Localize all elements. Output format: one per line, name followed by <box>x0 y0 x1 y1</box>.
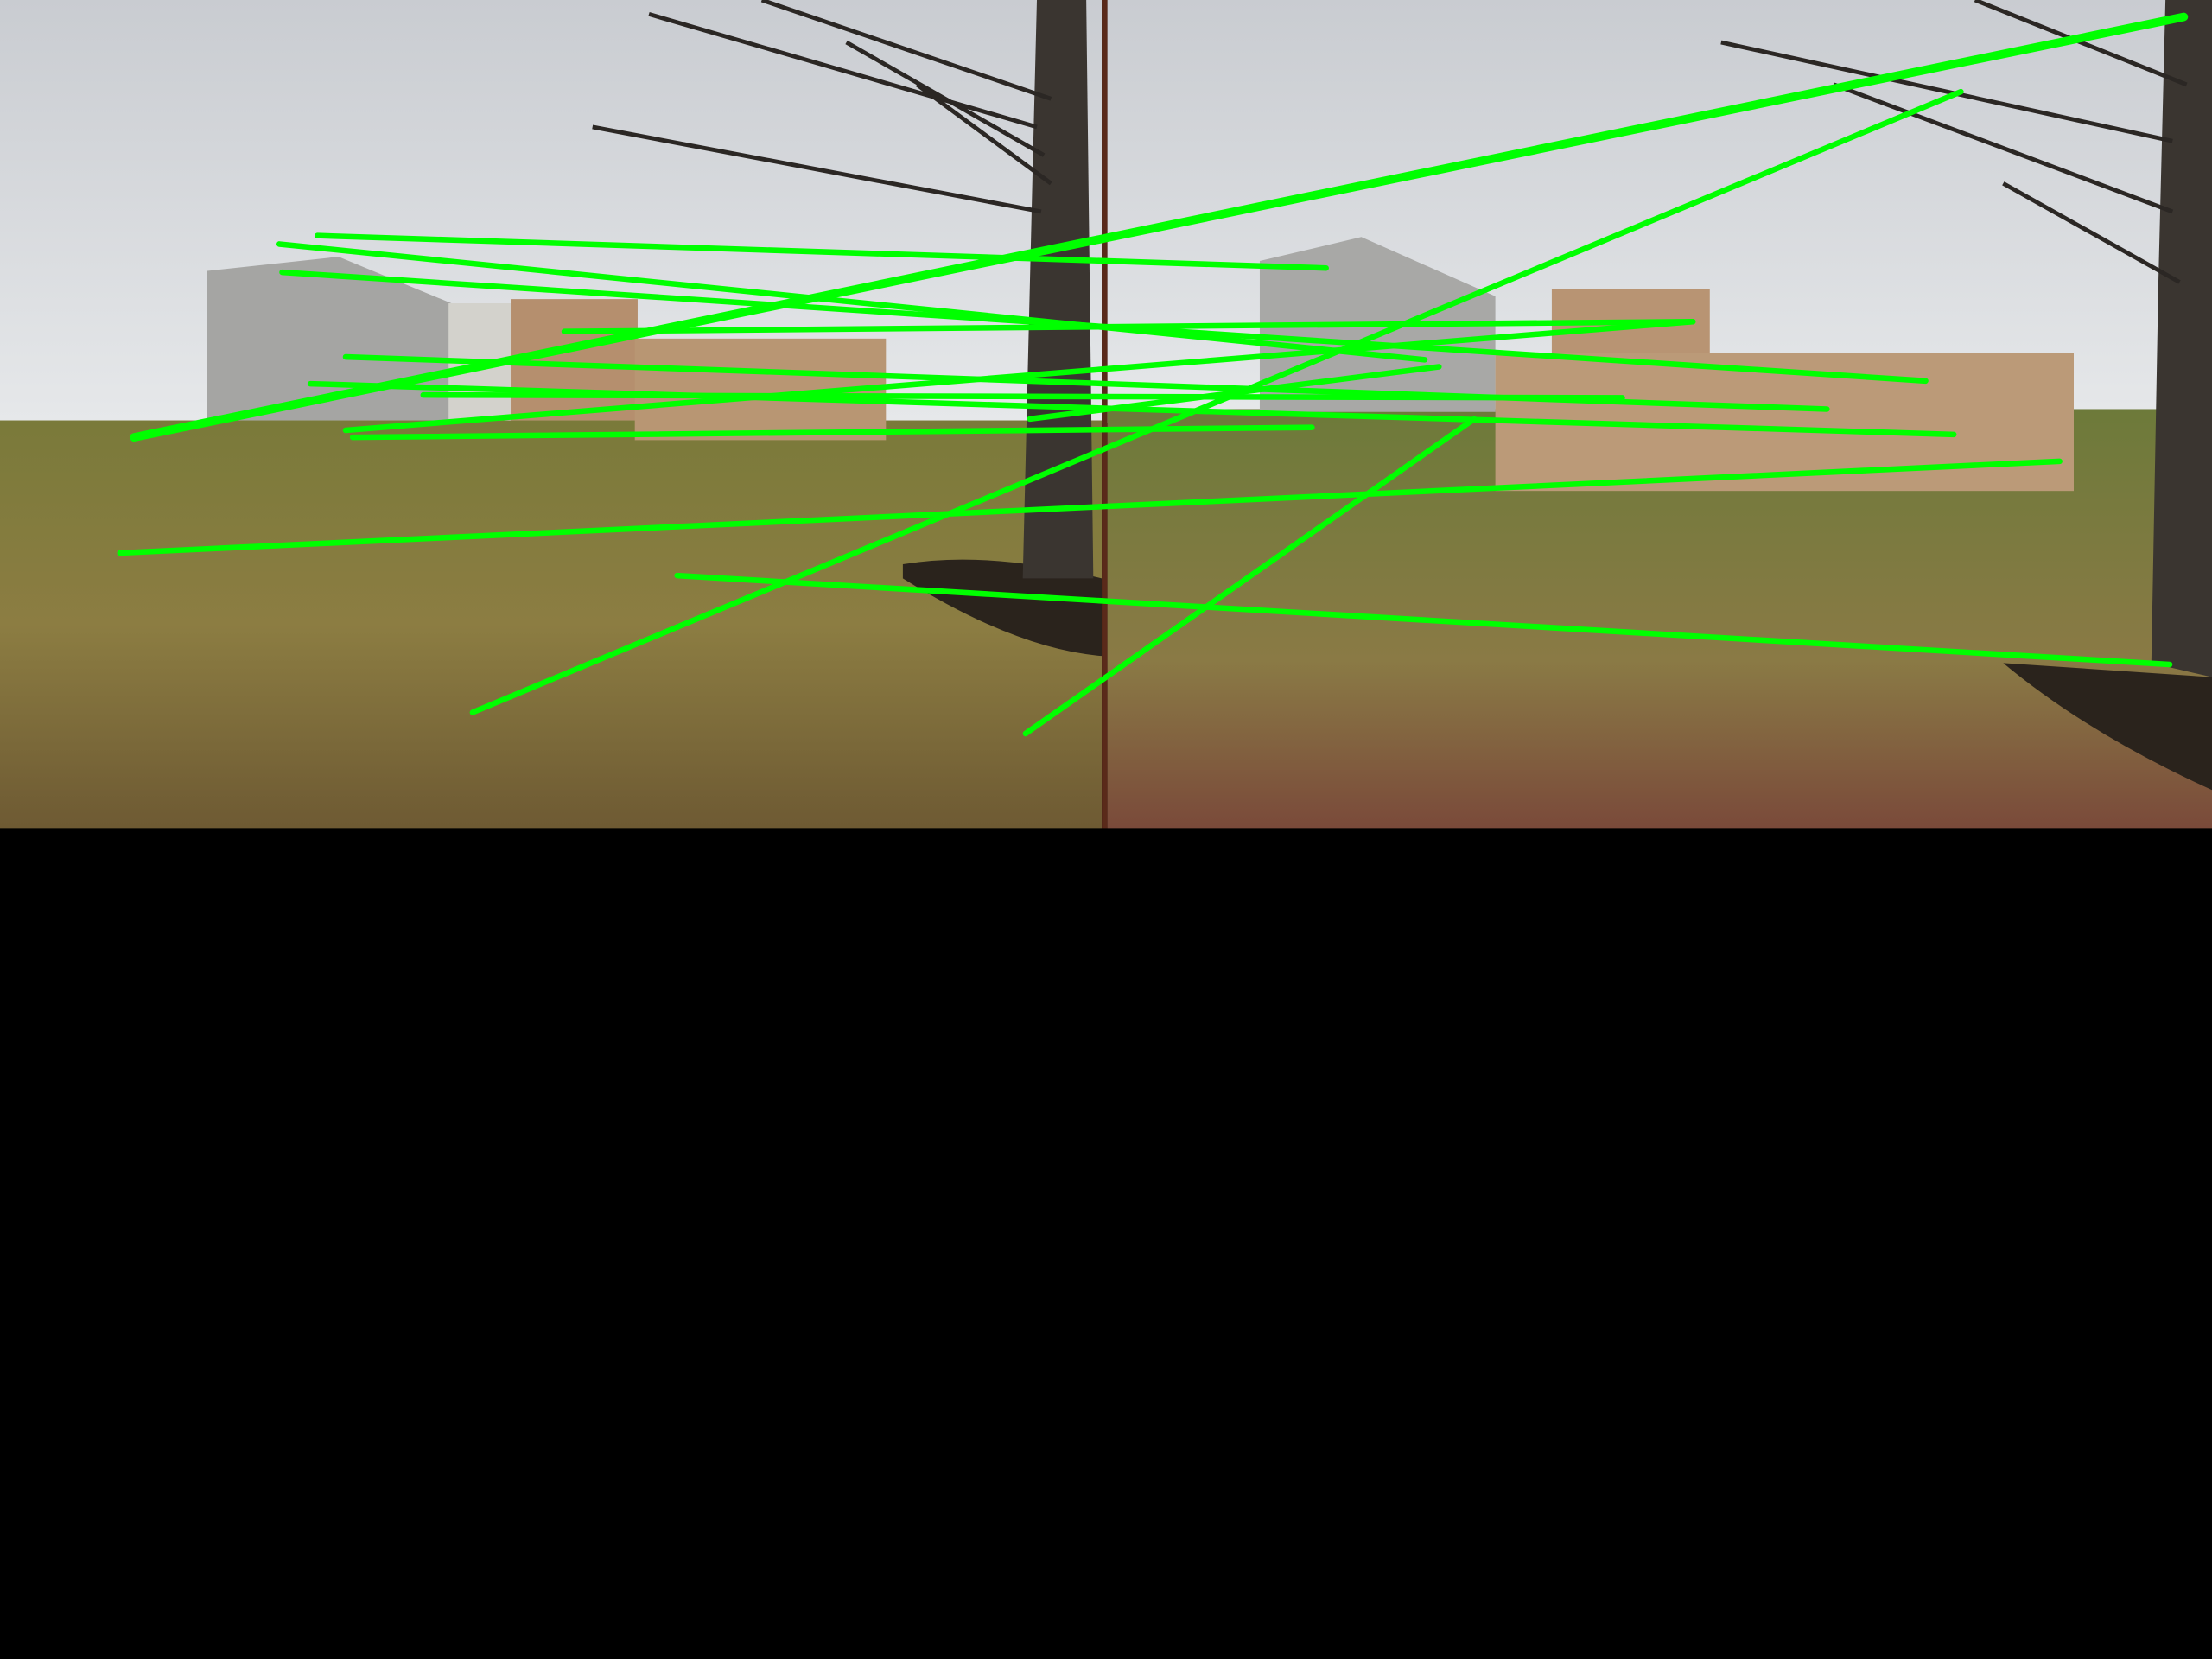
tree-branches <box>592 0 1052 214</box>
match-line <box>342 318 1696 434</box>
tree-trunk <box>1022 0 1094 579</box>
match-line <box>1027 364 1442 423</box>
shadow <box>2003 663 2212 791</box>
shadow <box>902 559 1103 657</box>
match-line <box>1022 416 1478 737</box>
match-line <box>130 12 2189 442</box>
match-line <box>276 241 1428 363</box>
grass <box>0 420 1103 829</box>
match-line <box>307 380 1957 438</box>
divider <box>1102 0 1108 829</box>
match-line <box>420 391 1625 401</box>
match-line <box>469 88 1964 715</box>
match-line <box>674 572 2173 668</box>
tree-branches <box>1720 0 2188 284</box>
match-line <box>561 318 1696 334</box>
tree-trunk <box>2151 0 2212 677</box>
match-line <box>117 458 2063 556</box>
match-line <box>315 232 1329 271</box>
left-photo <box>0 0 1103 829</box>
match-lines <box>117 12 2189 737</box>
building <box>207 257 452 421</box>
